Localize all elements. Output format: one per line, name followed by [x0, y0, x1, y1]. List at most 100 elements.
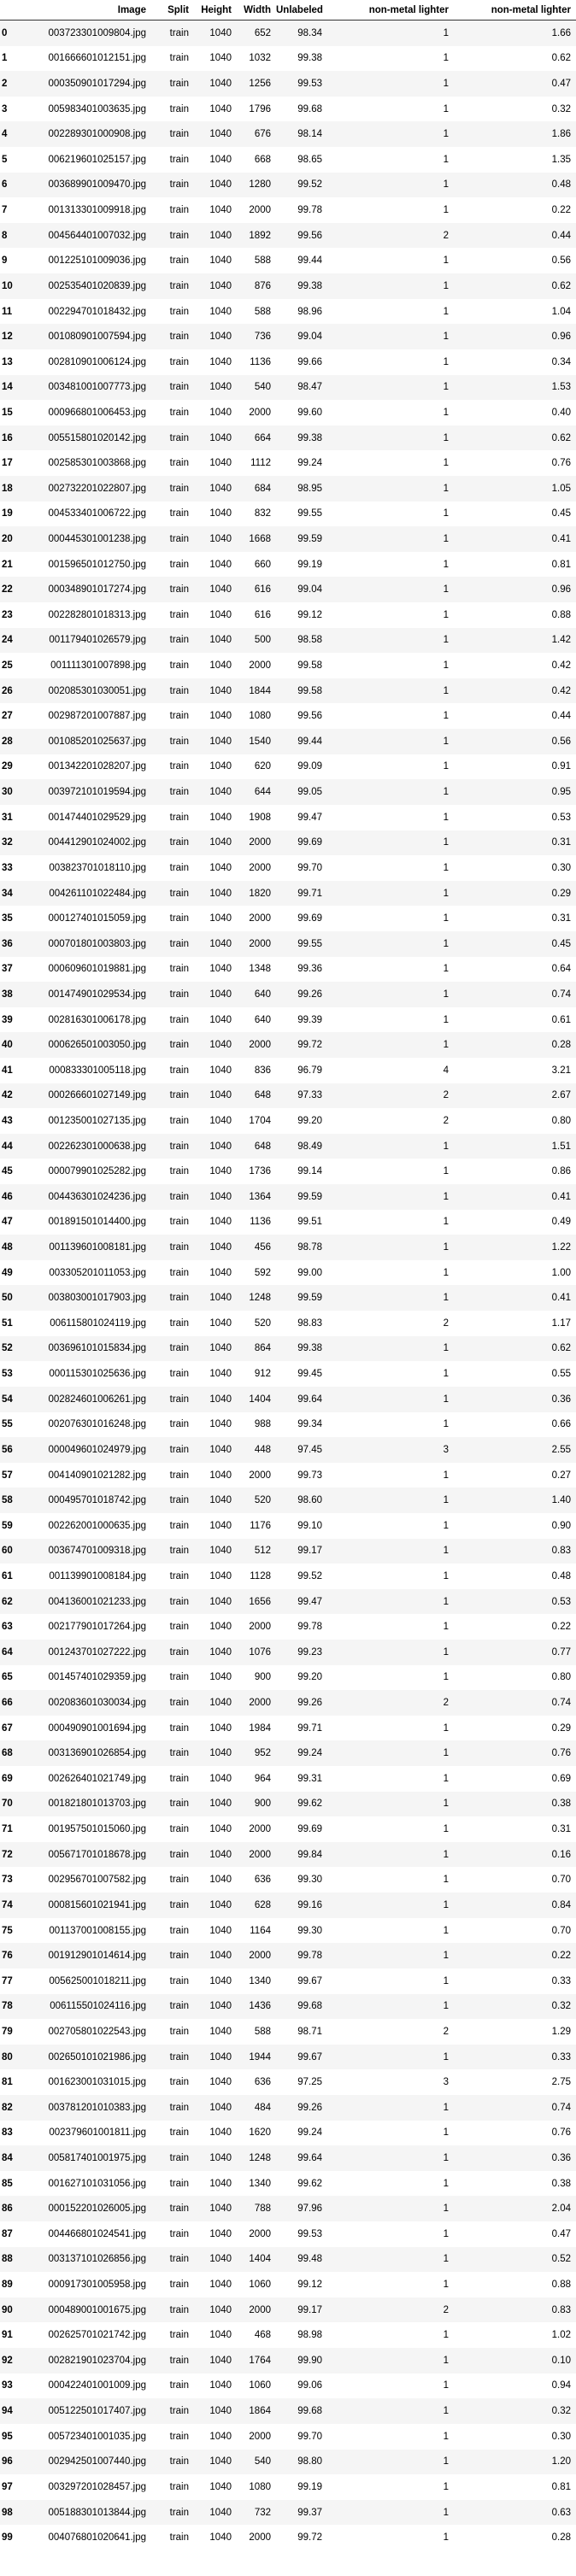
lighter-percent-cell: 1.40 [551, 1495, 571, 1506]
row-index: 94 [2, 2406, 13, 2417]
split-cell: train [169, 2001, 189, 2012]
lighter-percent-cell: 0.47 [551, 2228, 571, 2239]
table-row: 85 001627101031056.jpg train 1040 1340 99.62 1… [0, 2170, 576, 2197]
unlabeled-cell: 99.78 [297, 1622, 322, 1633]
lighter-count-cell: 2 [443, 230, 449, 241]
table-row: 76 001912901014614.jpg train 1040 2000 99.78 1… [0, 1943, 576, 1969]
width-cell: 468 [254, 2330, 271, 2341]
split-cell: train [169, 736, 189, 747]
lighter-count-cell: 1 [443, 27, 449, 38]
table-row: 97 003297201028457.jpg train 1040 1080 99.19 1… [0, 2474, 576, 2500]
split-cell: train [169, 1267, 189, 1278]
height-cell: 1040 [209, 609, 232, 620]
unlabeled-cell: 99.72 [297, 1040, 322, 1051]
lighter-percent-cell: 0.48 [551, 179, 571, 191]
image-cell: 002076301016248.jpg [48, 1419, 146, 1430]
width-cell: 2000 [249, 2304, 271, 2315]
lighter-count-cell: 1 [443, 1925, 449, 1936]
split-cell: train [169, 2456, 189, 2467]
table-row: 38 001474901029534.jpg train 1040 640 99.26 1 0… [0, 982, 576, 1007]
row-index: 46 [2, 1191, 13, 1202]
height-cell: 1040 [209, 2507, 232, 2518]
split-cell: train [169, 1419, 189, 1430]
header-non-metal-lighter-count: non-metal lighter [327, 0, 454, 21]
row-index: 3 [2, 103, 8, 114]
unlabeled-cell: 99.17 [297, 2304, 322, 2315]
height-cell: 1040 [209, 1722, 232, 1734]
image-cell: 005671701018678.jpg [48, 1849, 146, 1860]
split-cell: train [169, 938, 189, 949]
lighter-count-cell: 2 [443, 2304, 449, 2315]
width-cell: 512 [254, 1546, 271, 1557]
unlabeled-cell: 99.55 [297, 508, 322, 519]
image-cell: 000152201026005.jpg [48, 2203, 146, 2215]
split-cell: train [169, 2228, 189, 2239]
lighter-percent-cell: 0.52 [551, 2254, 571, 2265]
unlabeled-cell: 99.90 [297, 2355, 322, 2366]
unlabeled-cell: 99.64 [297, 1394, 322, 1405]
split-cell: train [169, 432, 189, 443]
image-cell: 003696101015834.jpg [48, 1343, 146, 1354]
unlabeled-cell: 99.19 [297, 2481, 322, 2492]
lighter-count-cell: 1 [443, 2380, 449, 2391]
image-cell: 002262001000635.jpg [48, 1520, 146, 1531]
split-cell: train [169, 2102, 189, 2113]
lighter-count-cell: 1 [443, 1014, 449, 1025]
lighter-percent-cell: 1.05 [551, 483, 571, 494]
lighter-percent-cell: 1.53 [551, 382, 571, 393]
split-cell: train [169, 2280, 189, 2291]
image-cell: 000490901001694.jpg [48, 1722, 146, 1734]
width-cell: 520 [254, 1317, 271, 1329]
height-cell: 1040 [209, 2127, 232, 2139]
lighter-count-cell: 1 [443, 1951, 449, 1962]
lighter-count-cell: 1 [443, 1899, 449, 1910]
row-index: 41 [2, 1065, 13, 1076]
height-cell: 1040 [209, 1242, 232, 1253]
split-cell: train [169, 1698, 189, 1709]
row-index: 12 [2, 332, 13, 343]
unlabeled-cell: 98.34 [297, 27, 322, 38]
row-index: 65 [2, 1672, 13, 1683]
lighter-count-cell: 1 [443, 913, 449, 924]
lighter-count-cell: 1 [443, 2102, 449, 2113]
lighter-percent-cell: 0.45 [551, 508, 571, 519]
lighter-percent-cell: 0.32 [551, 103, 571, 114]
table-row: 27 002987201007887.jpg train 1040 1080 99.56 1… [0, 703, 576, 730]
image-cell: 001627101031056.jpg [48, 2178, 146, 2189]
lighter-percent-cell: 0.76 [551, 458, 571, 469]
table-row: 57 004140901021282.jpg train 1040 2000 99.73 1… [0, 1462, 576, 1488]
row-index: 15 [2, 407, 13, 418]
split-cell: train [169, 609, 189, 620]
width-cell: 1164 [250, 1925, 271, 1936]
split-cell: train [169, 989, 189, 1000]
lighter-count-cell: 2 [443, 2026, 449, 2037]
row-index: 45 [2, 1166, 13, 1177]
lighter-count-cell: 1 [443, 1975, 449, 1986]
width-cell: 1764 [249, 2355, 271, 2366]
lighter-percent-cell: 0.44 [551, 230, 571, 241]
image-cell: 000049601024979.jpg [48, 1444, 146, 1455]
table-row: 12 001080901007594.jpg train 1040 736 99.04 1 0… [0, 324, 576, 349]
image-cell: 004136001021233.jpg [48, 1596, 146, 1607]
height-cell: 1040 [209, 787, 232, 798]
lighter-percent-cell: 1.29 [551, 2026, 571, 2037]
height-cell: 1040 [209, 2330, 232, 2341]
unlabeled-cell: 99.58 [297, 685, 322, 696]
lighter-percent-cell: 0.62 [551, 432, 571, 443]
image-cell: 002625701021742.jpg [48, 2330, 146, 2341]
height-cell: 1040 [209, 2178, 232, 2189]
lighter-percent-cell: 1.22 [551, 1242, 571, 1253]
header-height: Height [194, 0, 237, 21]
table-row: 46 004436301024236.jpg train 1040 1364 99.59 1… [0, 1184, 576, 1210]
image-cell: 000917301005958.jpg [48, 2280, 146, 2291]
width-cell: 640 [254, 1014, 271, 1025]
lighter-count-cell: 1 [443, 129, 449, 140]
unlabeled-cell: 99.78 [297, 1951, 322, 1962]
lighter-percent-cell: 0.88 [551, 609, 571, 620]
lighter-count-cell: 1 [443, 2280, 449, 2291]
width-cell: 1256 [249, 79, 271, 90]
split-cell: train [169, 1596, 189, 1607]
table-row: 71 001957501015060.jpg train 1040 2000 99.69 1… [0, 1816, 576, 1842]
image-cell: 000815601021941.jpg [48, 1899, 146, 1910]
row-index: 50 [2, 1293, 13, 1304]
